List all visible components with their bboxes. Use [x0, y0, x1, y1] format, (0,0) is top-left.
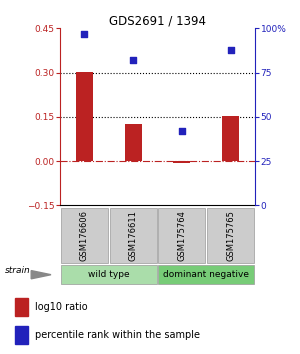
Bar	[124, 124, 142, 161]
Text: wild type: wild type	[88, 270, 130, 279]
Bar	[15, 326, 28, 344]
Bar	[76, 72, 93, 161]
Point	[131, 57, 136, 63]
Text: GSM176611: GSM176611	[129, 210, 138, 261]
Bar	[158, 266, 254, 284]
Bar	[15, 297, 28, 315]
Point	[228, 47, 233, 52]
Bar	[207, 208, 254, 263]
Bar	[110, 208, 157, 263]
Polygon shape	[31, 270, 51, 279]
Point	[82, 31, 87, 36]
Text: GSM176606: GSM176606	[80, 210, 89, 261]
Bar	[173, 161, 190, 162]
Text: dominant negative: dominant negative	[163, 270, 249, 279]
Point	[179, 128, 184, 134]
Bar	[61, 208, 108, 263]
Bar	[61, 266, 157, 284]
Text: GSM175764: GSM175764	[177, 210, 186, 261]
Bar	[222, 116, 239, 161]
Bar	[158, 208, 205, 263]
Text: percentile rank within the sample: percentile rank within the sample	[35, 330, 200, 341]
Text: GSM175765: GSM175765	[226, 210, 235, 261]
Title: GDS2691 / 1394: GDS2691 / 1394	[109, 14, 206, 27]
Text: log10 ratio: log10 ratio	[35, 302, 87, 312]
Text: strain: strain	[5, 266, 31, 275]
